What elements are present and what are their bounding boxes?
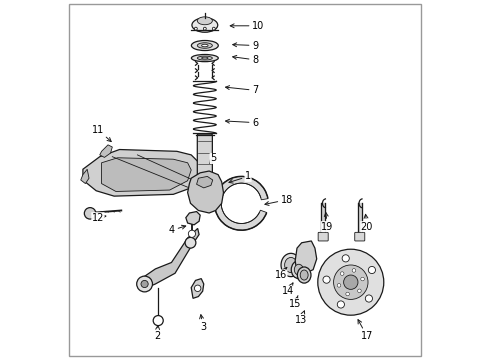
Text: 1: 1 <box>229 171 251 183</box>
Polygon shape <box>191 279 204 298</box>
Circle shape <box>141 280 148 288</box>
Circle shape <box>366 295 372 302</box>
Circle shape <box>342 255 349 262</box>
Ellipse shape <box>285 257 297 273</box>
Ellipse shape <box>294 264 303 275</box>
Text: 12: 12 <box>92 213 106 222</box>
Ellipse shape <box>201 57 208 59</box>
Text: 18: 18 <box>265 195 293 206</box>
Circle shape <box>153 316 163 325</box>
Polygon shape <box>100 145 112 157</box>
Polygon shape <box>188 171 223 213</box>
FancyBboxPatch shape <box>318 232 328 241</box>
Text: 14: 14 <box>282 283 294 296</box>
Text: 20: 20 <box>361 214 373 231</box>
Text: 11: 11 <box>92 125 111 141</box>
Text: 8: 8 <box>233 55 258 65</box>
FancyBboxPatch shape <box>355 232 365 241</box>
Ellipse shape <box>192 54 218 62</box>
Text: 10: 10 <box>230 21 265 31</box>
Ellipse shape <box>291 261 306 279</box>
Circle shape <box>343 275 358 289</box>
Circle shape <box>195 27 197 30</box>
Polygon shape <box>81 169 89 184</box>
Wedge shape <box>215 176 268 230</box>
Ellipse shape <box>197 17 212 25</box>
Polygon shape <box>83 149 202 196</box>
Circle shape <box>337 284 341 287</box>
Ellipse shape <box>297 267 311 283</box>
Ellipse shape <box>197 43 212 48</box>
Polygon shape <box>295 241 317 275</box>
Circle shape <box>203 27 206 30</box>
Ellipse shape <box>192 18 218 32</box>
Circle shape <box>318 249 384 315</box>
Circle shape <box>368 266 375 274</box>
Circle shape <box>358 289 361 293</box>
Text: 7: 7 <box>225 85 258 95</box>
Text: 3: 3 <box>199 315 206 332</box>
Text: 6: 6 <box>225 118 258 128</box>
Polygon shape <box>186 212 200 225</box>
Text: 16: 16 <box>275 267 287 280</box>
Ellipse shape <box>201 44 208 47</box>
Circle shape <box>84 208 96 219</box>
Text: 9: 9 <box>233 41 258 50</box>
Circle shape <box>137 276 152 292</box>
Circle shape <box>346 292 349 296</box>
Ellipse shape <box>300 270 308 280</box>
Text: 17: 17 <box>358 320 373 341</box>
Circle shape <box>323 276 330 283</box>
Ellipse shape <box>281 253 301 276</box>
Circle shape <box>361 277 365 281</box>
Circle shape <box>212 27 215 30</box>
Text: 2: 2 <box>154 325 160 341</box>
Ellipse shape <box>197 56 212 60</box>
Text: 4: 4 <box>169 225 186 235</box>
Ellipse shape <box>192 41 218 50</box>
Polygon shape <box>196 176 213 188</box>
Circle shape <box>185 237 196 248</box>
Circle shape <box>341 272 344 275</box>
Text: 5: 5 <box>210 153 216 163</box>
Polygon shape <box>137 228 199 289</box>
Circle shape <box>352 269 356 272</box>
Circle shape <box>195 285 201 292</box>
Circle shape <box>188 230 196 237</box>
FancyBboxPatch shape <box>197 134 212 185</box>
Text: 15: 15 <box>289 296 301 309</box>
Text: 19: 19 <box>321 212 334 231</box>
Circle shape <box>334 265 368 300</box>
Text: 13: 13 <box>294 311 307 325</box>
Circle shape <box>337 301 344 308</box>
Polygon shape <box>101 158 191 192</box>
